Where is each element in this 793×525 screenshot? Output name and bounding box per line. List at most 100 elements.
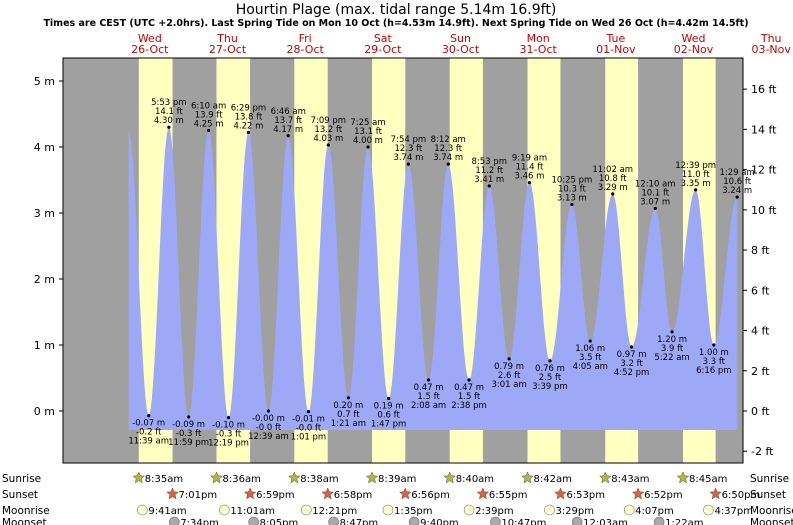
tide-time-label: 11:59 pm [168, 438, 209, 448]
tide-feet-label: 3.3 ft [703, 357, 726, 367]
moonset-icon [571, 516, 583, 525]
sunrise-time: 8:42am [534, 474, 572, 485]
moonrise-time: 4:07pm [635, 506, 674, 517]
tide-feet-label: -0.3 ft [216, 430, 242, 440]
tide-time-label: 8:53 pm [472, 157, 507, 167]
tide-point [548, 359, 552, 363]
moonrise-icon [703, 504, 714, 516]
tide-feet-label: 0.7 ft [337, 410, 360, 420]
date-label: 29-Oct [364, 43, 402, 56]
tide-time-label: 7:09 pm [311, 116, 346, 126]
tide-meters-label: 0.76 m [535, 364, 565, 374]
tide-feet-label: 14.1 ft [155, 107, 183, 117]
tide-time-label: 12:10 am [635, 179, 676, 189]
sunrise-icon [521, 471, 534, 484]
tide-time-label: 3:39 pm [532, 382, 567, 392]
tide-meters-label: 3.35 m [681, 179, 711, 189]
sunrise-time: 8:40am [456, 474, 494, 485]
sunset-time: 6:53pm [566, 490, 605, 501]
date-label: 01-Nov [596, 43, 636, 56]
tide-point [712, 343, 716, 347]
y-tick-label-ft: 2 ft [751, 365, 770, 378]
tide-feet-label: 2.6 ft [498, 371, 521, 381]
y-tick-label-m: 2 m [34, 273, 55, 286]
tide-feet-label: -0.3 ft [176, 429, 202, 439]
astro-row-label-right: Sunset [750, 489, 786, 501]
tide-meters-label: 0.79 m [494, 362, 524, 372]
tide-feet-label: -0.2 ft [136, 428, 162, 438]
sunset-time: 6:55pm [489, 490, 528, 501]
tide-point [446, 162, 450, 166]
moonrise-icon [382, 504, 394, 516]
date-label: 31-Oct [520, 43, 558, 56]
date-label: 02-Nov [674, 43, 714, 56]
tide-height-area [128, 127, 738, 430]
tide-meters-label: 0.47 m [414, 383, 444, 393]
chart-subtitle: Times are CEST (UTC +2.0hrs). Last Sprin… [43, 18, 748, 29]
sunset-time: 6:52pm [644, 490, 683, 501]
tide-meters-label: 0.47 m [454, 383, 484, 393]
tide-time-label: 10:25 pm [551, 175, 592, 185]
day-of-week-label: Wed [138, 32, 162, 45]
tide-time-label: 6:16 pm [696, 366, 731, 376]
tide-time-label: 12:39 pm [675, 161, 716, 171]
y-tick-label-ft: 8 ft [751, 244, 770, 257]
day-of-week-label: Sun [450, 32, 471, 45]
moonrise-icon [137, 504, 148, 516]
sunrise-time: 8:36am [223, 474, 261, 485]
moonrise-time: 3:29pm [555, 506, 594, 517]
moonrise-icon [544, 504, 555, 516]
sunset-icon [476, 487, 490, 500]
tide-time-label: 7:25 am [350, 118, 385, 128]
tide-time-label: 12:39 am [248, 432, 289, 442]
plot-border [62, 57, 744, 464]
day-of-week-label: Sat [374, 32, 393, 45]
tide-point [487, 184, 491, 188]
tide-point [246, 130, 251, 135]
tide-feet-label: 12.3 ft [434, 144, 462, 154]
sunrise-time: 8:35am [145, 474, 183, 485]
tide-feet-label: -0.0 ft [256, 423, 282, 433]
sunset-icon [398, 487, 412, 500]
astro-row-label-left: Moonset [2, 517, 47, 525]
sunrise-time: 8:43am [611, 474, 649, 485]
tide-meters-label: -0.01 m [292, 415, 325, 425]
tide-meters-label: -0.09 m [172, 420, 205, 430]
chart-frame [62, 57, 744, 464]
tide-time-label: 6:46 am [271, 107, 306, 117]
tide-point [187, 415, 191, 419]
moonset-time: 10:47pm [501, 518, 546, 525]
y-tick-label-m: 3 m [34, 207, 55, 220]
sunrise-icon [287, 471, 301, 484]
tide-point [570, 202, 574, 207]
tide-point [653, 206, 657, 210]
tide-time-label: 1:47 pm [371, 419, 406, 429]
tide-meters-label: 4.03 m [313, 134, 343, 144]
tide-point [266, 409, 271, 413]
tide-meters-label: 4.17 m [273, 125, 303, 135]
tide-feet-label: 10.1 ft [641, 188, 669, 198]
sunset-time: 7:01pm [179, 490, 218, 501]
sunset-time: 6:58pm [334, 490, 373, 501]
day-of-week-label: Fri [299, 32, 312, 45]
moonrise-icon [301, 504, 312, 516]
tide-meters-label: -0.07 m [132, 419, 165, 429]
tide-point [507, 357, 511, 361]
tide-point [147, 414, 151, 418]
tide-feet-label: -0.0 ft [296, 424, 322, 434]
tide-meters-label: 3.29 m [598, 183, 628, 193]
sunset-icon [631, 487, 645, 500]
tide-meters-label: 1.00 m [699, 348, 729, 358]
day-of-week-label: Tue [605, 32, 625, 45]
sunrise-icon [365, 471, 379, 484]
tide-meters-label: 0.97 m [617, 350, 647, 360]
sunrise-time: 8:38am [300, 474, 338, 485]
moonrise-time: 2:39pm [475, 506, 514, 517]
axes: 5 m 4 m 3 m 2 m 1 m 0 m 16 ft 14 ft 12 ft 10 ft 8 … [34, 32, 792, 458]
moonrise-time: 4:37pm [714, 506, 753, 517]
tide-time-label: 3:01 am [491, 380, 526, 390]
tide-point [306, 410, 311, 414]
moonrise-icon [219, 504, 230, 516]
tide-feet-label: 1.5 ft [417, 392, 440, 402]
moonset-time: 7:34pm [180, 518, 219, 525]
